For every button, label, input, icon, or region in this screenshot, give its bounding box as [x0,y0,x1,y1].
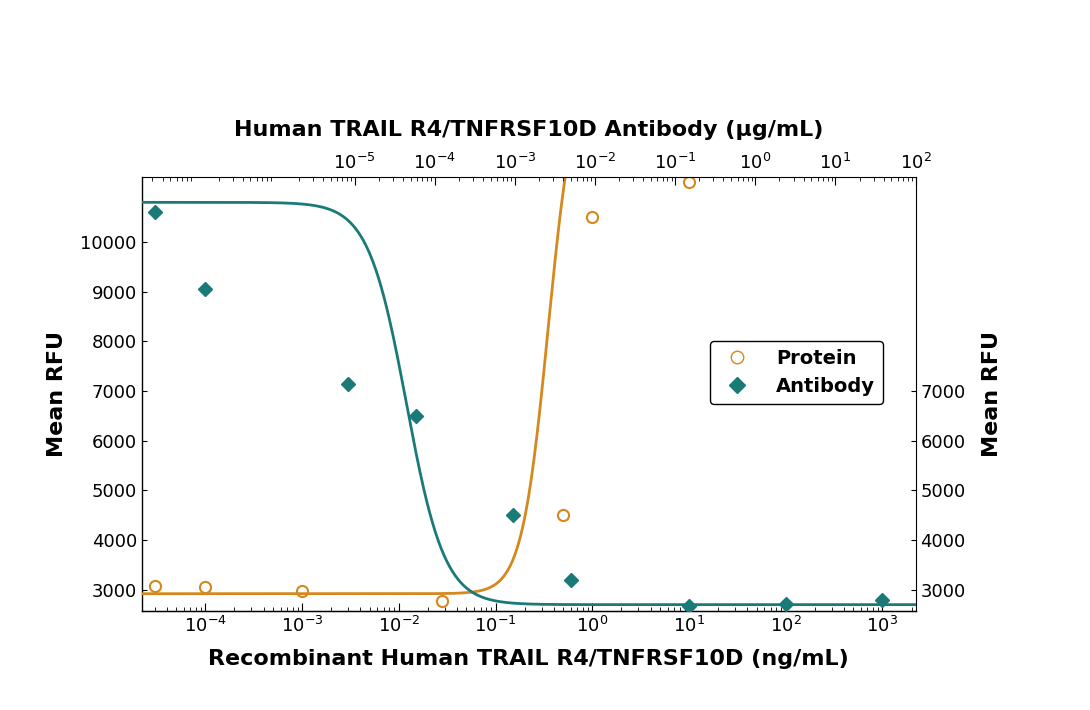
X-axis label: Recombinant Human TRAIL R4/TNFRSF10D (ng/mL): Recombinant Human TRAIL R4/TNFRSF10D (ng… [208,650,849,670]
Y-axis label: Mean RFU: Mean RFU [982,331,1003,457]
Y-axis label: Mean RFU: Mean RFU [47,331,66,457]
Legend: Protein, Antibody: Protein, Antibody [710,341,883,404]
X-axis label: Human TRAIL R4/TNFRSF10D Antibody (μg/mL): Human TRAIL R4/TNFRSF10D Antibody (μg/mL… [234,120,823,140]
